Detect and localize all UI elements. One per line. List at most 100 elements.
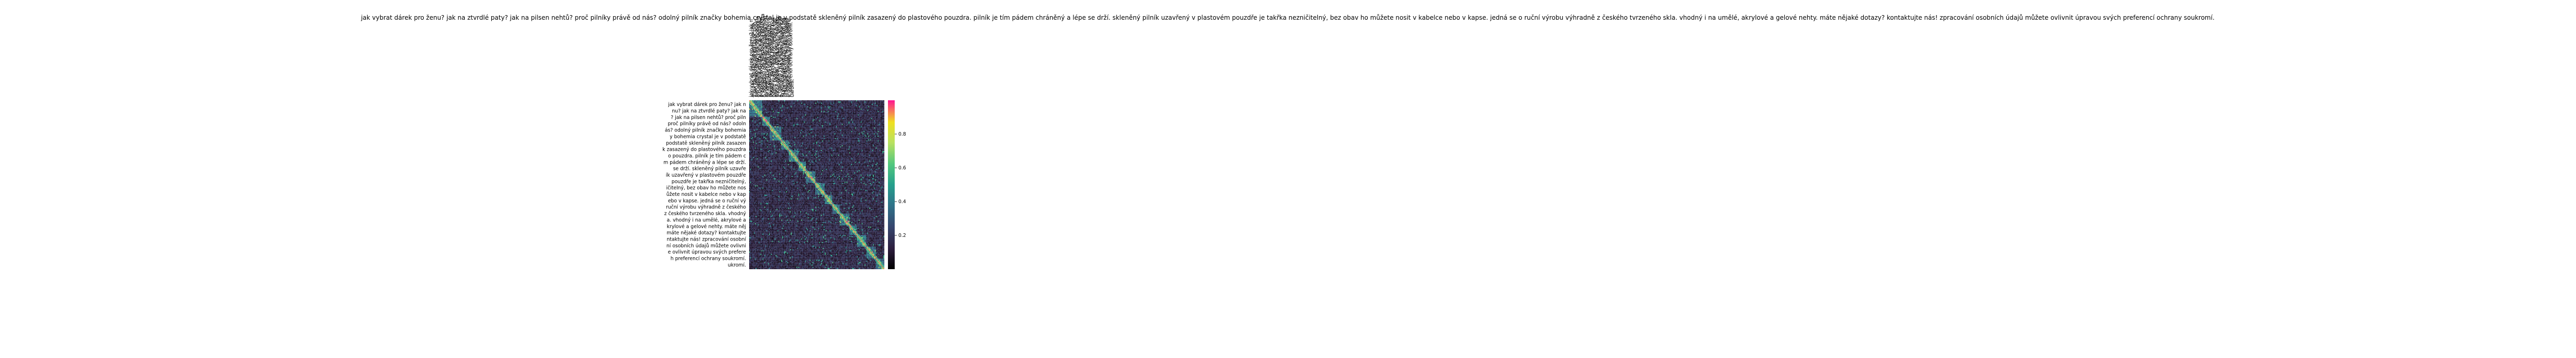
heatmap-cell [868,119,869,121]
heatmap-cell [765,101,766,103]
heatmap-cell [820,134,821,136]
heatmap-cell [877,134,878,136]
heatmap-cell [790,139,791,141]
column-tick-label: h preferencí ochrany soukromí. [788,22,794,97]
heatmap-cell [869,103,870,105]
heatmap-cell [878,136,879,137]
heatmap-cell [787,125,788,127]
heatmap-cell [759,134,760,136]
heatmap-cell [864,110,865,111]
heatmap-cell [837,113,838,115]
heatmap-cell [792,119,794,121]
heatmap-cell [781,125,782,127]
heatmap-cell [812,139,814,141]
heatmap-cell [795,111,796,112]
heatmap-cell [762,114,764,116]
heatmap-cell [797,128,799,130]
heatmap-cell [865,129,867,131]
heatmap-cell [803,137,804,138]
heatmap-cell [749,138,750,140]
heatmap-cell [775,126,777,128]
heatmap-cell [867,100,869,102]
heatmap-cell [815,116,817,118]
heatmap-cell [855,106,856,108]
heatmap-cell [754,120,756,122]
heatmap-cell [821,107,822,109]
heatmap-cell [866,114,868,116]
heatmap-cell [852,134,854,136]
heatmap-cell [877,118,878,120]
heatmap-cell [791,116,792,118]
heatmap-cell [855,114,856,116]
heatmap-cell [794,112,796,114]
heatmap-cell [806,136,807,137]
heatmap-cell [813,131,815,132]
heatmap-cell [881,123,883,124]
heatmap-cell [861,119,863,121]
heatmap-cell [775,108,776,110]
heatmap-cell [840,129,841,131]
heatmap-cell [836,123,838,124]
heatmap-cell [770,133,771,135]
heatmap-cell [800,100,802,102]
heatmap-cell [777,133,779,135]
heatmap-cell [783,103,784,105]
heatmap-cell [768,132,769,134]
heatmap-cell [873,137,874,138]
heatmap-cell [754,118,755,120]
heatmap-cell [852,126,854,128]
heatmap-cell [858,114,860,116]
heatmap-cell [801,113,802,115]
heatmap-cell [777,132,779,134]
heatmap-cell [867,101,869,103]
heatmap-cell [766,119,767,121]
chart-title: jak vybrat dárek pro ženu? jak na ztvrdl… [360,14,2214,21]
heatmap-cell [764,120,765,122]
heatmap-cell [843,115,845,117]
heatmap-cell [813,129,815,131]
heatmap-cell [773,108,774,110]
heatmap-cell [806,132,808,134]
heatmap-cell [802,138,803,140]
heatmap-cell [881,111,883,112]
heatmap-cell [767,114,768,116]
heatmap-cell [877,105,878,107]
heatmap-cell [857,115,858,117]
heatmap-cell [839,138,840,140]
heatmap-cell [764,115,765,117]
heatmap-cell [810,108,812,110]
heatmap-cell [847,134,848,136]
heatmap-cell [840,119,841,121]
heatmap-cell [818,123,819,124]
heatmap-cell [796,138,797,140]
heatmap-cell [871,103,872,105]
heatmap-cell [809,115,811,117]
heatmap-cell [883,102,885,104]
heatmap-cell [872,123,873,124]
heatmap-cell [843,133,845,135]
heatmap-cell [822,106,823,108]
heatmap-cell [853,129,854,131]
heatmap-cell [792,115,794,117]
heatmap-cell [803,106,804,108]
heatmap-cell [829,103,831,105]
heatmap-cell [766,100,767,102]
heatmap-cell [827,105,829,107]
heatmap-cell [843,113,845,115]
heatmap-cell [849,116,851,118]
heatmap-cell [790,134,791,136]
heatmap-cell [848,112,849,114]
heatmap-cell [752,120,753,122]
heatmap-cell [793,133,795,135]
heatmap-cell [750,128,751,130]
heatmap-cell [874,132,875,134]
heatmap-cell [769,131,770,132]
heatmap-cell [801,129,802,131]
heatmap-cell [842,101,843,103]
heatmap-cell [851,121,853,123]
heatmap-cell [873,120,874,122]
heatmap-cell [749,127,750,129]
column-tick-label: podstatě skleněný pilník zasazen [759,17,764,97]
heatmap-cell [769,116,770,118]
heatmap-cell [852,102,854,104]
